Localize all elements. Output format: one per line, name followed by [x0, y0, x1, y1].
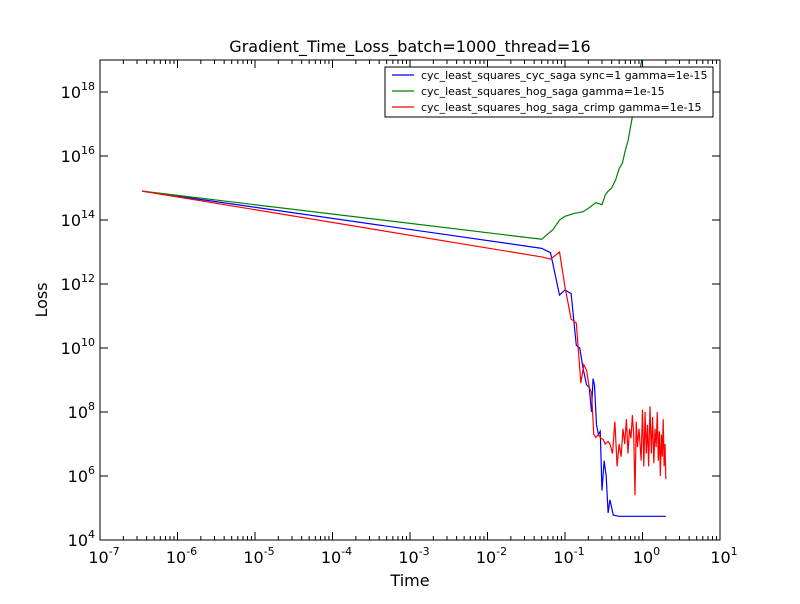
y-tick-label: 1018	[61, 80, 95, 102]
y-tick-label: 1010	[61, 336, 95, 358]
y-tick-label: 108	[68, 400, 95, 422]
chart-title: Gradient_Time_Loss_batch=1000_thread=16	[229, 37, 590, 57]
legend-box	[384, 66, 714, 118]
y-tick-label: 104	[68, 528, 95, 550]
series-line-2	[142, 190, 667, 496]
x-tick-label: 10-2	[476, 545, 507, 567]
x-axis-label: Time	[389, 571, 429, 590]
legend: cyc_least_squares_cyc_saga sync=1 gamma=…	[384, 66, 714, 118]
series-line-0	[142, 190, 666, 517]
legend-items: cyc_least_squares_cyc_saga sync=1 gamma=…	[392, 69, 708, 114]
legend-label-1: cyc_least_squares_hog_saga gamma=1e-15	[421, 85, 665, 98]
x-tick-label: 100	[633, 545, 660, 567]
x-tick-label: 10-5	[243, 545, 274, 567]
legend-label-2: cyc_least_squares_hog_saga_crimp gamma=1…	[421, 101, 701, 114]
x-tick-label: 10-4	[321, 545, 352, 567]
y-axis-label: Loss	[32, 282, 51, 317]
x-tick-label: 10-1	[553, 545, 584, 567]
y-tick-label: 106	[68, 464, 95, 486]
x-tick-label: 10-3	[398, 545, 429, 567]
tick-layer: 10-7 10-6 10-5 10-4 10-3 10-2 10-1 100 101 104 106…	[61, 60, 738, 567]
legend-label-0: cyc_least_squares_cyc_saga sync=1 gamma=…	[421, 69, 708, 82]
plot-frame	[99, 59, 721, 541]
y-tick-label: 1012	[61, 272, 95, 294]
y-tick-label: 1014	[61, 208, 95, 230]
x-tick-label: 10-6	[166, 545, 197, 567]
y-tick-label: 1016	[61, 144, 95, 166]
x-tick-label: 101	[710, 545, 737, 567]
x-tick-label: 10-7	[88, 545, 119, 567]
